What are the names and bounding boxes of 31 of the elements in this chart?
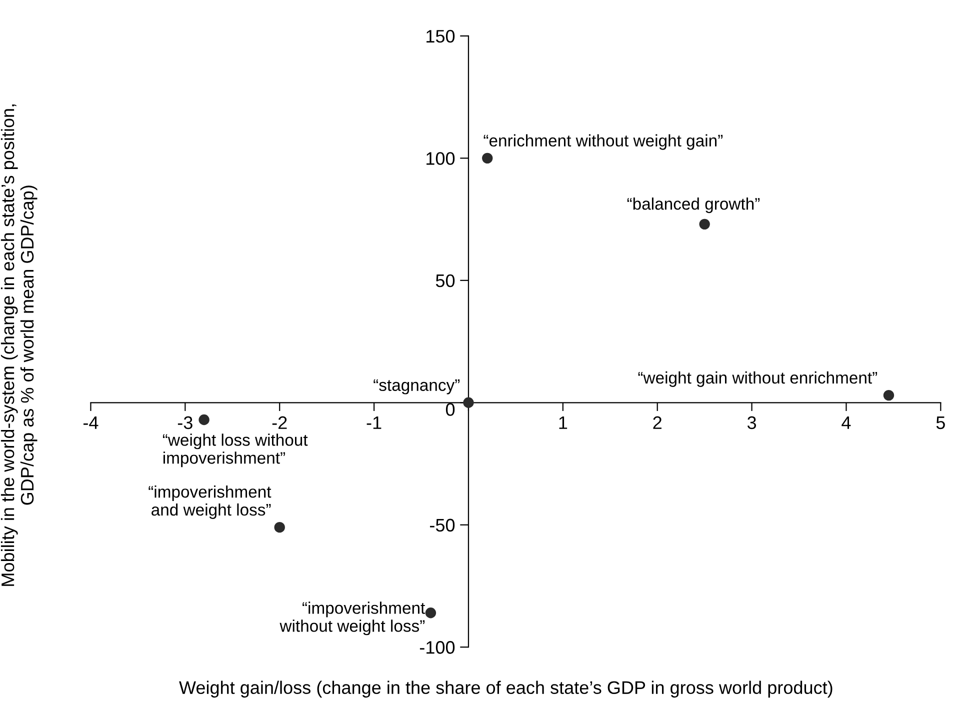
point <box>274 522 285 533</box>
y-tick-label: 50 <box>436 274 455 288</box>
x-tick-label: 2 <box>653 416 662 429</box>
point <box>883 390 894 401</box>
x-tick-label: -4 <box>84 416 98 429</box>
x-tick-label: -3 <box>178 416 192 430</box>
annotation: “stagnancy” <box>374 379 460 394</box>
y-tick-label: -100 <box>420 641 455 654</box>
y-tick-label: -50 <box>430 518 455 532</box>
x-tick-label: -1 <box>366 416 382 429</box>
point <box>482 152 493 164</box>
x-tick-label: 1 <box>559 416 568 429</box>
annotation: “weight loss without impoverishment” <box>162 434 308 468</box>
y-tick-label: 100 <box>426 152 455 165</box>
point <box>425 608 436 618</box>
x-axis-title: Weight gain/loss (change in the share of each state’s GDP in gross world product) <box>179 680 832 698</box>
annotation: “weight gain without enrichment” <box>638 371 878 387</box>
x-tick-label: 4 <box>842 416 851 429</box>
x-tick-label: -2 <box>272 416 287 429</box>
y-tick-label: 0 <box>446 403 455 416</box>
annotation: “impoverishment without weight loss” <box>280 602 426 636</box>
y-axis-title: Mobility in the world-system (change in each state’s position, GDP/cap as % of world mean GDP/cap) <box>0 104 38 586</box>
annotation: “enrichment without weight gain” <box>484 134 723 150</box>
point <box>463 397 474 408</box>
point <box>198 414 210 426</box>
annotation: “impoverishment and weight loss” <box>148 485 272 519</box>
annotation: “balanced growth” <box>627 198 760 214</box>
y-tick-label: 150 <box>426 30 455 43</box>
point <box>699 218 710 230</box>
x-tick-label: 5 <box>936 416 945 430</box>
x-tick-label: 3 <box>747 416 756 430</box>
